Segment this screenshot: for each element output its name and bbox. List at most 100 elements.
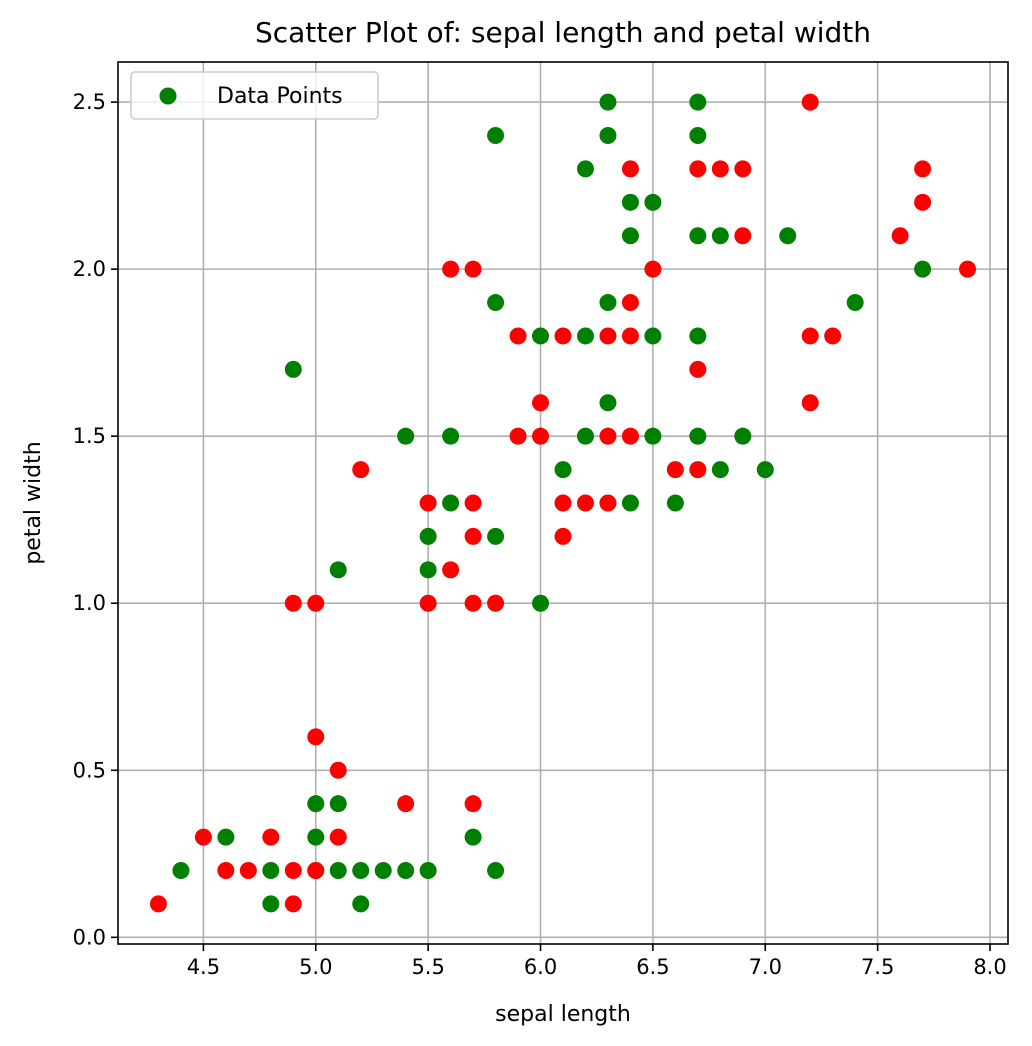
grid-lines [118,62,1008,944]
scatter-point-green [644,327,662,345]
scatter-point-red [419,594,437,612]
scatter-point-green [644,193,662,211]
scatter-point-green [689,227,707,245]
x-tick-label: 4.5 [187,955,220,979]
scatter-point-red [689,461,707,479]
scatter-point-red [689,160,707,178]
scatter-point-green [419,527,437,545]
scatter-point-green [689,127,707,144]
scatter-point-red [284,862,302,879]
scatter-point-red [149,895,167,913]
scatter-point-red [239,862,257,879]
scatter-point-red [284,594,302,612]
scatter-point-red [599,327,617,345]
scatter-point-red [329,761,347,779]
scatter-point-green [329,795,347,813]
scatter-point-green [621,227,639,245]
scatter-point-red [352,461,370,479]
scatter-point-green [711,227,729,245]
scatter-point-green [374,862,392,879]
scatter-point-red [532,394,550,412]
scatter-point-red [509,327,527,345]
scatter-point-green [599,394,617,412]
scatter-point-red [532,427,550,445]
plot-frame [117,61,1009,945]
scatter-point-green [262,862,280,879]
scatter-point-red [734,227,752,245]
scatter-point-red [621,160,639,178]
x-tick-label: 5.5 [411,955,444,979]
scatter-point-green [307,795,325,813]
scatter-point-red [801,93,819,111]
scatter-point-green [621,193,639,211]
scatter-point-green [689,427,707,445]
scatter-point-green [554,461,572,479]
scatter-point-green [711,461,729,479]
scatter-point-green [262,895,280,913]
scatter-point-green [487,127,505,144]
scatter-point-red [554,327,572,345]
scatter-point-green [734,427,752,445]
x-tick-label: 5.0 [299,955,332,979]
scatter-point-green [779,227,797,245]
chart-title: Scatter Plot of: sepal length and petal … [255,16,871,49]
scatter-point-green [689,93,707,111]
scatter-point-red [307,594,325,612]
scatter-point-green [666,494,684,512]
scatter-point-red [554,494,572,512]
scatter-point-red [711,160,729,178]
scatter-point-red [554,527,572,545]
scatter-point-red [734,160,752,178]
scatter-point-red [262,828,280,846]
y-tick-label: 1.5 [73,424,106,448]
scatter-point-red [666,461,684,479]
x-axis-ticks: 4.5 5.0 5.5 6.0 6.5 7.0 7.5 8.0 [187,944,1007,979]
scatter-point-green [689,327,707,345]
y-tick-label: 0.5 [73,758,106,782]
scatter-point-green [464,828,482,846]
scatter-point-red [284,895,302,913]
scatter-point-red [464,494,482,512]
x-tick-label: 6.0 [524,955,557,979]
scatter-point-green [397,427,415,445]
scatter-point-red [397,795,415,813]
scatter-point-red [689,360,707,378]
y-axis-label: petal width [21,441,46,564]
y-axis-ticks: 0.0 0.5 1.0 1.5 2.0 2.5 [73,90,118,949]
scatter-point-green [576,327,594,345]
scatter-point-green [621,494,639,512]
scatter-point-green [487,527,505,545]
x-axis-label: sepal length [495,1002,631,1027]
scatter-point-green [419,862,437,879]
scatter-point-red [464,795,482,813]
scatter-point-green [284,360,302,378]
scatter-point-red [464,527,482,545]
scatter-point-green [599,93,617,111]
scatter-point-red [464,260,482,278]
scatter-point-red [621,327,639,345]
scatter-point-red [914,160,932,178]
scatter-point-green [419,561,437,579]
y-tick-label: 2.0 [73,257,106,281]
scatter-point-green [576,427,594,445]
scatter-point-red [621,294,639,312]
scatter-point-red [307,862,325,879]
scatter-point-red [442,561,460,579]
scatter-point-green [756,461,774,479]
x-tick-label: 7.5 [861,955,894,979]
scatter-point-red [599,427,617,445]
y-tick-label: 2.5 [73,90,106,114]
scatter-point-red [801,327,819,345]
legend-label: Data Points [217,84,343,109]
scatter-point-red [824,327,842,345]
x-tick-label: 8.0 [973,955,1006,979]
scatter-point-green [487,294,505,312]
scatter-point-green [352,895,370,913]
scatter-point-green [329,561,347,579]
scatter-point-green [352,862,370,879]
y-tick-label: 0.0 [73,925,106,949]
scatter-point-red [959,260,977,278]
scatter-point-green [307,828,325,846]
scatter-point-green [487,862,505,879]
scatter-point-green [846,294,864,312]
